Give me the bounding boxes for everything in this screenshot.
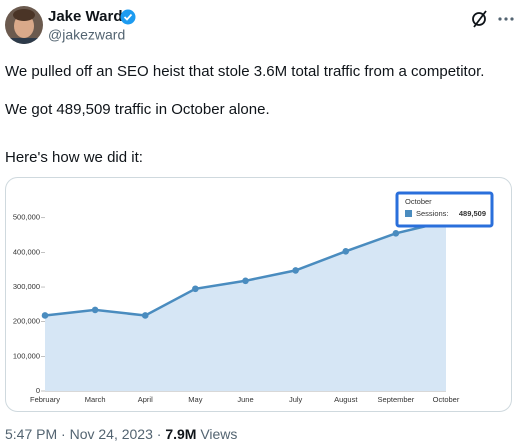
more-icon[interactable] <box>498 17 514 21</box>
tooltip <box>395 191 494 228</box>
x-tick-label: March <box>85 395 106 404</box>
post-text: Here's how we did it: <box>5 149 143 166</box>
y-tick-label: 300,000 <box>13 282 40 291</box>
post-text: We got 489,509 traffic in October alone. <box>5 101 270 118</box>
tooltip-title: October <box>405 197 432 206</box>
point <box>342 248 350 255</box>
tooltip-swatch <box>405 210 412 217</box>
point <box>91 306 99 314</box>
point <box>41 312 49 319</box>
y-tick-label: 0 <box>36 386 40 395</box>
author-name[interactable]: Jake Ward <box>48 8 122 25</box>
y-tick-label: 400,000 <box>13 247 40 256</box>
x-tick-label: June <box>237 395 253 404</box>
point <box>141 312 149 319</box>
x-tick-label: October <box>433 395 460 404</box>
x-tick-label: February <box>30 395 60 404</box>
timestamp[interactable]: 5:47 PM · Nov 24, 2023 · 7.9M Views <box>5 426 237 442</box>
point <box>192 285 199 293</box>
tooltip-value: 489,509 <box>459 209 486 218</box>
area <box>45 221 446 391</box>
point <box>242 277 249 285</box>
point <box>292 267 299 274</box>
point <box>392 230 400 237</box>
x-tick-label: August <box>334 395 358 404</box>
author-handle[interactable]: @jakezward <box>48 27 125 43</box>
tooltip-series: Sessions: <box>416 209 449 218</box>
grok-icon[interactable] <box>472 10 487 28</box>
x-tick-label: July <box>289 395 303 404</box>
y-tick-label: 500,000 <box>13 213 40 222</box>
y-tick-label: 200,000 <box>13 317 40 326</box>
chart: 0 100,000 200,000 300,000 400,000 500,000 Febr… <box>13 191 494 404</box>
x-tick-label: September <box>378 395 415 404</box>
x-tick-label: April <box>138 395 153 404</box>
x-tick-label: May <box>188 395 202 404</box>
verified-badge <box>120 9 136 25</box>
avatar[interactable] <box>5 6 43 48</box>
post-text: We pulled off an SEO heist that stole 3.… <box>5 63 484 80</box>
y-tick-label: 100,000 <box>13 351 40 360</box>
